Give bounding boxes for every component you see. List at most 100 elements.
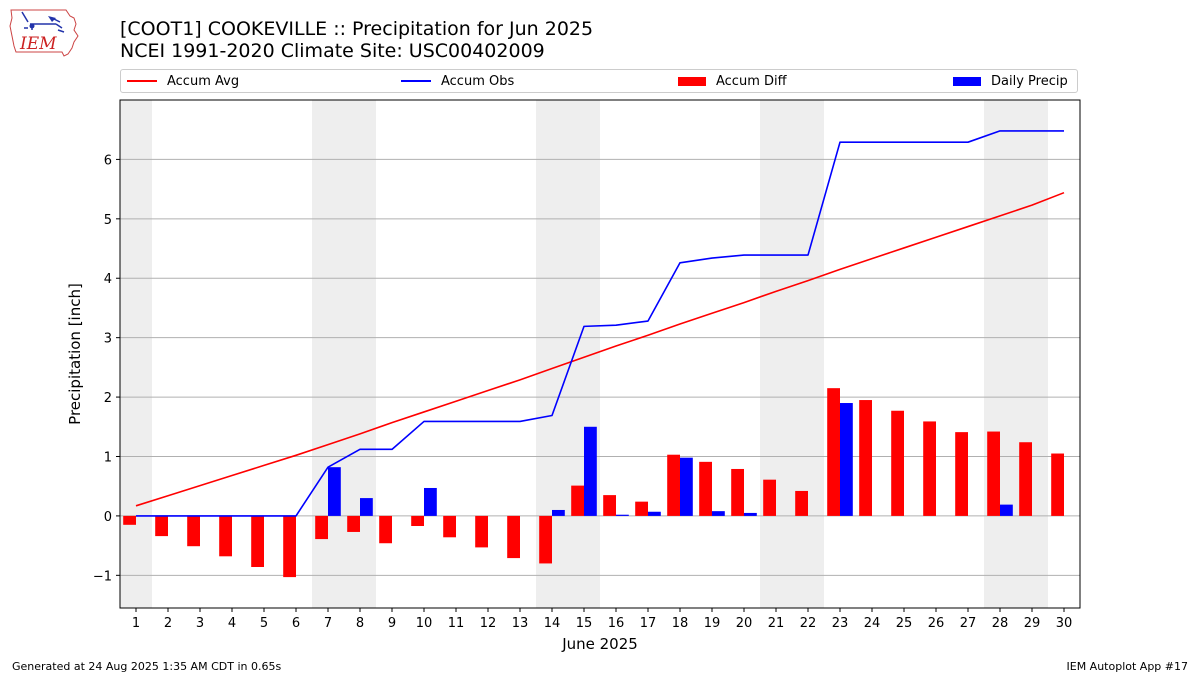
x-tick-label-17: 17 — [640, 616, 657, 631]
bar-accum-diff-day-17 — [635, 501, 648, 516]
series-line-accum-obs — [136, 130, 1064, 517]
x-tick-label-30: 30 — [1056, 616, 1073, 631]
x-tick-label-22: 22 — [800, 616, 817, 631]
bar-accum-diff-day-21 — [763, 479, 776, 516]
bar-accum-diff-day-24 — [859, 400, 872, 516]
bar-accum-diff-day-7 — [315, 515, 328, 540]
bar-accum-diff-day-19 — [699, 461, 712, 516]
x-tick-label-20: 20 — [736, 616, 753, 631]
bar-accum-diff-day-9 — [379, 515, 392, 544]
bar-accum-diff-day-28 — [987, 431, 1000, 516]
y-tick-label-5: 4 — [104, 272, 112, 287]
bar-accum-diff-day-20 — [731, 468, 744, 516]
bar-accum-diff-day-25 — [891, 410, 904, 516]
legend-item-accum-obs: Accum Obs — [401, 70, 514, 92]
x-axis-label: June 2025 — [561, 635, 638, 653]
bar-accum-diff-day-30 — [1051, 453, 1064, 516]
bar-daily-precip-day-28 — [1000, 504, 1013, 516]
bar-daily-precip-day-18 — [680, 457, 693, 516]
bar-daily-precip-day-20 — [744, 512, 757, 516]
legend-swatch-accum-obs — [401, 80, 431, 82]
bar-accum-diff-day-15 — [571, 485, 584, 516]
shade-band-1 — [120, 100, 152, 608]
bar-accum-diff-day-5 — [251, 515, 264, 568]
y-tick-label-1: 0 — [104, 510, 112, 525]
x-tick-label-16: 16 — [608, 616, 625, 631]
x-tick-label-11: 11 — [448, 616, 465, 631]
x-tick-label-2: 2 — [164, 616, 172, 631]
y-tick-label-4: 3 — [104, 332, 112, 347]
iem-iowa-logo-icon — [9, 9, 79, 57]
legend-label-accum-obs: Accum Obs — [441, 73, 515, 89]
legend-swatch-accum-avg — [127, 80, 157, 82]
legend-item-accum-avg: Accum Avg — [127, 70, 239, 92]
x-tick-label-26: 26 — [928, 616, 945, 631]
shade-band-4 — [760, 100, 824, 608]
legend-item-accum-diff: Accum Diff — [678, 70, 787, 92]
x-tick-label-10: 10 — [416, 616, 433, 631]
x-tick-label-1: 1 — [132, 616, 140, 631]
bar-daily-precip-day-14 — [552, 509, 565, 516]
x-tick-label-3: 3 — [196, 616, 204, 631]
series-line-accum-avg — [135, 191, 1065, 507]
legend-label-daily-precip: Daily Precip — [991, 73, 1068, 89]
x-tick-label-19: 19 — [704, 616, 721, 631]
x-tick-label-12: 12 — [480, 616, 497, 631]
x-tick-label-15: 15 — [576, 616, 593, 631]
legend-label-accum-diff: Accum Diff — [716, 73, 787, 89]
x-tick-label-28: 28 — [992, 616, 1009, 631]
bar-daily-precip-day-7 — [328, 467, 341, 516]
y-tick-label-2: 1 — [104, 450, 112, 465]
bar-daily-precip-day-16 — [616, 514, 629, 516]
legend-swatch-accum-diff — [678, 76, 706, 86]
x-tick-label-27: 27 — [960, 616, 977, 631]
bar-accum-diff-day-29 — [1019, 442, 1032, 516]
x-tick-label-24: 24 — [864, 616, 881, 631]
x-tick-label-5: 5 — [260, 616, 268, 631]
footer-app-id: IEM Autoplot App #17 — [1066, 660, 1189, 673]
bar-accum-diff-day-27 — [955, 432, 968, 516]
bar-accum-diff-day-3 — [187, 515, 200, 547]
chart-title: [COOT1] COOKEVILLE :: Precipitation for … — [120, 18, 594, 40]
x-tick-label-25: 25 — [896, 616, 913, 631]
legend-item-daily-precip: Daily Precip — [953, 70, 1068, 92]
bar-accum-diff-day-16 — [603, 495, 616, 516]
y-tick-label-7: 6 — [104, 153, 112, 168]
y-tick-label-3: 2 — [104, 391, 112, 406]
bars — [123, 388, 1064, 578]
chart-subtitle: NCEI 1991-2020 Climate Site: USC00402009 — [120, 40, 545, 62]
x-tick-label-4: 4 — [228, 616, 236, 631]
x-tick-label-8: 8 — [356, 616, 364, 631]
x-tick-label-9: 9 — [388, 616, 396, 631]
bar-accum-diff-day-2 — [155, 515, 168, 537]
logo-text: IEM — [19, 34, 57, 54]
bar-accum-diff-day-26 — [923, 421, 936, 516]
bar-accum-diff-day-22 — [795, 490, 808, 516]
iem-logo: IEM — [9, 9, 79, 57]
bar-accum-diff-day-11 — [443, 515, 456, 538]
legend-swatch-daily-precip — [953, 76, 981, 86]
series-lines — [135, 130, 1065, 517]
shade-band-5 — [984, 100, 1048, 608]
y-axis-label: Precipitation [inch] — [66, 283, 84, 425]
chart-legend: Accum Avg Accum Obs Accum Diff Daily Pre… — [120, 69, 1078, 93]
x-tick-label-18: 18 — [672, 616, 689, 631]
bar-accum-diff-day-23 — [827, 388, 840, 516]
bar-accum-diff-day-4 — [219, 515, 232, 557]
bar-daily-precip-day-23 — [840, 403, 853, 516]
x-tick-label-7: 7 — [324, 616, 332, 631]
bar-daily-precip-day-17 — [648, 511, 661, 516]
y-tick-label-0: −1 — [93, 569, 112, 584]
bar-accum-diff-day-6 — [283, 515, 296, 578]
x-tick-label-23: 23 — [832, 616, 849, 631]
bar-accum-diff-day-13 — [507, 515, 520, 559]
x-tick-label-13: 13 — [512, 616, 529, 631]
bar-accum-diff-day-18 — [667, 454, 680, 516]
bar-daily-precip-day-15 — [584, 426, 597, 516]
bar-daily-precip-day-8 — [360, 498, 373, 516]
bar-accum-diff-day-10 — [411, 515, 424, 527]
bar-daily-precip-day-19 — [712, 511, 725, 516]
x-tick-label-21: 21 — [768, 616, 785, 631]
